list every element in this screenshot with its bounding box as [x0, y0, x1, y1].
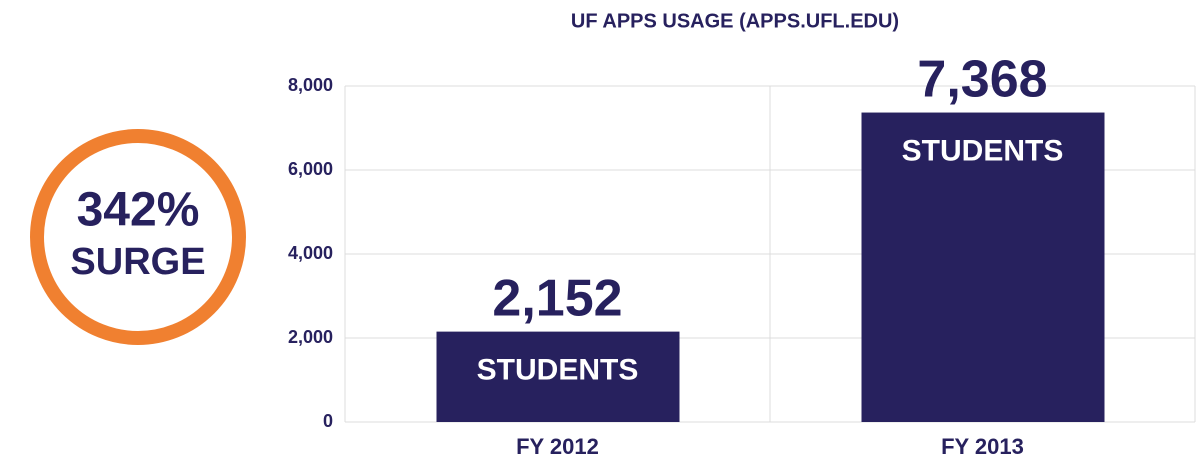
- annotation-label: SURGE: [70, 241, 205, 283]
- x-tick-label: FY 2012: [516, 434, 599, 459]
- bar-label: STUDENTS: [477, 354, 639, 387]
- value-label: 7,368: [917, 50, 1047, 108]
- bar: [861, 112, 1105, 422]
- annotation-percent: 342%: [77, 184, 200, 237]
- y-tick-label: 4,000: [288, 243, 333, 263]
- y-tick-label: 8,000: [288, 75, 333, 95]
- bar: [436, 331, 680, 422]
- bar-label: STUDENTS: [902, 134, 1064, 167]
- y-tick-label: 2,000: [288, 327, 333, 347]
- value-label: 2,152: [492, 269, 622, 327]
- annotation-ring: [30, 129, 246, 345]
- chart-title: UF APPS USAGE (APPS.UFL.EDU): [571, 10, 899, 32]
- x-tick-label: FY 2013: [941, 434, 1024, 459]
- y-tick-label: 6,000: [288, 159, 333, 179]
- y-tick-label: 0: [323, 411, 333, 431]
